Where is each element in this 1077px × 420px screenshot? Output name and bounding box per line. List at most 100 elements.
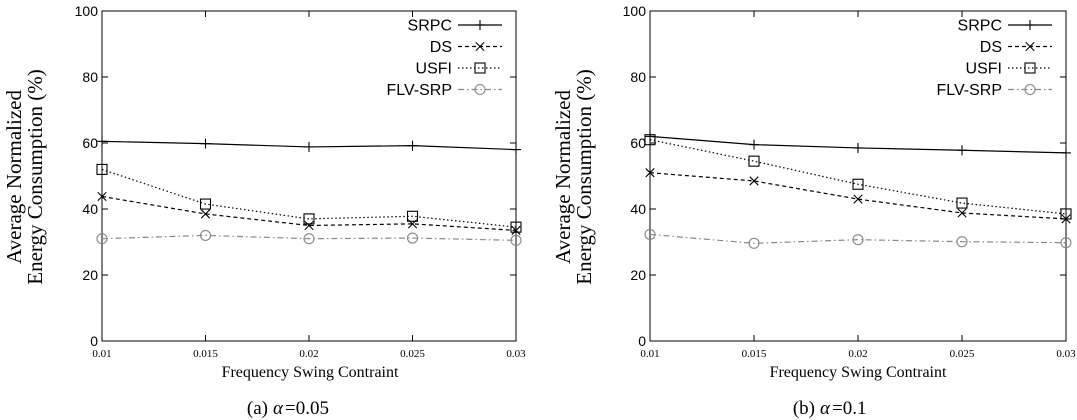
series-line: [101, 168, 517, 228]
series-srpc: [645, 131, 1071, 158]
y-tick-label: 60: [630, 135, 646, 151]
data-point: [199, 198, 212, 210]
data-point: [956, 197, 968, 209]
data-point: [1061, 147, 1071, 158]
data-point: [304, 220, 314, 231]
y-tick-label: 20: [82, 267, 98, 283]
y-tick-label: 40: [82, 201, 98, 217]
data-point: [748, 237, 760, 249]
caption-alpha-symbol: α: [820, 398, 831, 419]
caption-alpha-value: =0.1: [832, 398, 866, 419]
caption-prefix: (b): [793, 398, 815, 419]
data-point: [645, 168, 655, 178]
x-axis-label: Frequency Swing Contraint: [222, 364, 399, 381]
y-axis-label-line1: Average Normalized: [2, 90, 26, 264]
plot-frame: [101, 10, 517, 342]
x-tick-label: 0.02: [299, 348, 318, 360]
legend-entry: DS: [980, 39, 1052, 56]
x-tick-label: 0.03: [1056, 348, 1076, 360]
legend-marker: [474, 62, 486, 74]
legend: SRPC DS USFI FLV-SRP: [387, 18, 502, 99]
legend-label: DS: [980, 39, 1002, 56]
series-usfi: [96, 163, 522, 233]
plot-frame: [649, 10, 1067, 342]
legend-marker: [1025, 20, 1035, 30]
data-point: [303, 233, 315, 245]
series-ds: [645, 168, 1071, 224]
legend-label: SRPC: [408, 18, 452, 35]
caption-prefix: (a): [247, 398, 268, 419]
data-point: [853, 142, 863, 153]
y-tick-label: 60: [82, 135, 98, 151]
data-point: [749, 139, 759, 150]
series-line: [101, 234, 517, 241]
data-point: [644, 228, 656, 240]
x-tick-label: 0.015: [742, 348, 767, 360]
data-point: [852, 234, 864, 246]
data-point: [852, 178, 864, 190]
legend-marker: [1024, 83, 1036, 96]
legend-entry: SRPC: [408, 18, 502, 35]
y-tick-label: 80: [630, 69, 646, 85]
legend-label: USFI: [966, 61, 1002, 78]
legend-label: USFI: [416, 61, 452, 78]
legend-entry: DS: [430, 39, 502, 56]
data-point: [406, 232, 419, 244]
data-point: [1060, 208, 1072, 220]
y-tick-label: 80: [82, 69, 98, 85]
data-point: [1060, 237, 1072, 249]
y-tick-label: 20: [630, 267, 646, 283]
data-point: [956, 236, 968, 248]
series-usfi: [644, 134, 1072, 220]
data-point: [511, 225, 521, 236]
x-tick-label: 0.02: [848, 348, 867, 360]
legend-marker: [1024, 62, 1036, 74]
chart-panel-b: Average Normalized Energy Consumption (%…: [551, 3, 1076, 419]
y-tick-label: 100: [75, 3, 99, 19]
legend-marker: [475, 20, 485, 30]
series-flv-srp: [644, 228, 1072, 249]
data-point: [406, 210, 419, 222]
data-point: [510, 221, 522, 233]
data-point: [97, 136, 107, 147]
data-point: [200, 138, 211, 149]
legend-label: DS: [430, 39, 452, 56]
legend: SRPC DS USFI FLV-SRP: [937, 18, 1052, 99]
legend-label: FLV-SRP: [937, 82, 1003, 99]
legend-marker: [474, 83, 486, 96]
data-point: [853, 194, 863, 204]
legend-marker: [1025, 41, 1035, 52]
y-tick-label: 100: [623, 3, 647, 19]
data-point: [200, 209, 211, 219]
data-point: [644, 134, 656, 146]
data-point: [96, 163, 108, 175]
data-point: [510, 234, 522, 246]
chart-panel-a: Average Normalized Energy Consumption (%…: [2, 3, 526, 419]
legend-entry: USFI: [416, 61, 502, 78]
legend-entry: USFI: [966, 61, 1052, 78]
legend-label: SRPC: [958, 18, 1002, 35]
series-line: [649, 233, 1067, 244]
caption-alpha-symbol: α: [273, 398, 284, 419]
legend-entry: FLV-SRP: [937, 82, 1052, 99]
data-point: [303, 213, 315, 225]
data-point: [97, 191, 107, 202]
y-axis-label-line1: Average Normalized: [551, 90, 575, 264]
series-line: [649, 139, 1067, 215]
series-srpc: [97, 136, 521, 155]
series-flv-srp: [96, 229, 522, 246]
data-point: [748, 155, 760, 167]
caption-alpha-value: =0.05: [285, 398, 329, 419]
legend-marker: [475, 41, 485, 52]
data-point: [957, 208, 967, 218]
x-tick-label: 0.025: [400, 348, 425, 360]
data-point: [199, 229, 212, 241]
data-point: [407, 140, 418, 151]
x-tick-label: 0.01: [640, 348, 659, 360]
data-point: [304, 141, 314, 152]
y-axis-label-line2: Energy Consumption (%): [572, 69, 596, 284]
legend-label: FLV-SRP: [387, 82, 453, 99]
series-ds: [97, 191, 521, 236]
legend-entry: FLV-SRP: [387, 82, 502, 99]
